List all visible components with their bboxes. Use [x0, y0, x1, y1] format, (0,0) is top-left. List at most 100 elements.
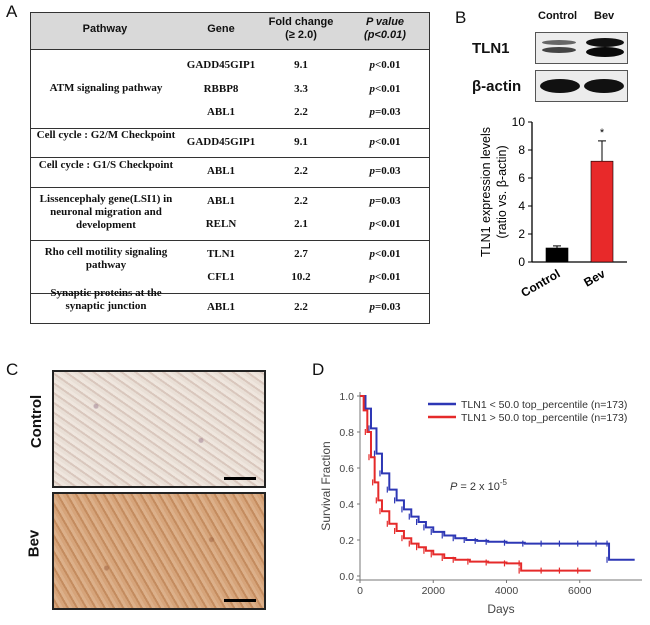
y-tick-label: 10	[512, 115, 526, 129]
table-cell-fold: 9.1	[294, 135, 308, 148]
survival-curve-low	[360, 395, 635, 561]
micro-label-bev: Bev	[25, 529, 43, 558]
panel-label-b: B	[455, 8, 467, 27]
table-cell-p: p=0.03	[369, 165, 401, 177]
y-tick-label: 8	[518, 143, 525, 157]
band-actin-bev	[584, 79, 624, 93]
blot-label-tln1: TLN1	[472, 40, 510, 57]
table-cell-gene: CFL1	[207, 271, 235, 283]
y-tick-label: 0.8	[339, 427, 354, 439]
header-pathway: Pathway	[82, 23, 128, 35]
blot-lane-bev: Bev	[594, 10, 615, 22]
table-cell-p: p<0.01	[369, 135, 401, 148]
table-header	[31, 13, 429, 50]
table-cell-gene: TLN1	[206, 247, 236, 260]
table-cell-gene: RELN	[205, 218, 237, 230]
header-p-value: P value (p<0.01)	[341, 16, 429, 42]
table-cell-fold: 2.1	[294, 218, 308, 230]
table-cell-p: p<0.01	[369, 271, 401, 283]
p-value-annotation: P = 2 x 10-5	[450, 478, 508, 493]
y-axis-label-line1: TLN1 expression levels	[479, 127, 493, 257]
x-tick-label: 6000	[568, 585, 592, 597]
table-cell-p: p=0.03	[369, 106, 401, 118]
table-cell-p: p<0.01	[369, 59, 401, 71]
y-tick-label: 0.2	[339, 535, 354, 547]
pathway-cell: Cell cycle : G1/S Checkpoint	[38, 158, 174, 171]
table-cell-gene: GADD45GIP1	[186, 59, 256, 71]
pathway-cell: Rho cell motility signaling pathway	[44, 246, 168, 271]
pathway-table: Pathway Gene Fold change (≥ 2.0) P value…	[30, 12, 430, 324]
y-axis-label-line2: (ratio vs. β-actin)	[495, 145, 509, 238]
survival-chart: 0.0 0.2 0.4 0.6 0.8 1.0 0 2000 4000 6000 Days Survi…	[319, 391, 642, 616]
band-tln1-bev-upper	[586, 38, 624, 47]
table-cell-fold: 10.2	[291, 271, 311, 283]
x-axis-label: Days	[487, 602, 514, 616]
blot-label-actin: β-actin	[472, 78, 522, 95]
scale-bar-control	[224, 477, 256, 480]
blot-actin	[535, 70, 628, 102]
panel-label-c: C	[6, 360, 19, 379]
header-pval-line1: P value	[365, 16, 405, 28]
micrograph-control	[52, 370, 266, 488]
y-tick-label: 0.4	[339, 499, 354, 511]
header-fold-change: Fold change (≥ 2.0)	[261, 16, 341, 42]
x-tick-label: 0	[357, 585, 363, 597]
pathway-cell: Cell cycle : G2/M Checkpoint	[36, 129, 176, 142]
p-value-letter: P	[450, 481, 458, 493]
table-cell-gene: ABL1	[206, 194, 236, 207]
bar-bev	[590, 160, 614, 263]
table-cell-fold: 2.2	[294, 194, 308, 207]
y-tick-label: 6	[518, 171, 525, 185]
legend-label: TLN1 > 50.0 top_percentile (n=173)	[461, 412, 627, 424]
band-tln1-control-upper	[542, 40, 576, 45]
pathway-cell: Synaptic proteins at the synaptic juncti…	[50, 287, 162, 313]
table-cell-fold: 2.7	[294, 247, 308, 260]
pathway-cell: ATM signaling pathway	[49, 82, 163, 95]
micro-label-control: Control	[28, 394, 46, 449]
y-tick-label: 0.6	[339, 463, 354, 475]
table-cell-gene: ABL1	[206, 106, 236, 118]
p-value-text: = 2 x 10	[457, 481, 500, 493]
x-tick-label: 4000	[495, 585, 519, 597]
y-tick-label: 0.0	[339, 571, 354, 583]
header-fold-line1: Fold change	[268, 16, 334, 28]
group-separator	[31, 292, 429, 294]
table-cell-gene: ABL1	[206, 165, 236, 177]
band-tln1-control-lower	[542, 47, 576, 53]
table-cell-p: p=0.03	[369, 194, 401, 207]
table-cell-gene: RBBP8	[203, 82, 239, 95]
band-tln1-bev-lower	[586, 47, 624, 57]
y-tick-label: 0	[518, 255, 525, 269]
y-axis-label: Survival Fraction	[319, 441, 333, 530]
table-cell-fold: 3.3	[294, 82, 308, 95]
table-cell-p: p<0.01	[369, 218, 401, 230]
y-tick-label: 4	[518, 199, 525, 213]
group-separator	[31, 186, 429, 188]
group-separator	[31, 239, 429, 241]
band-actin-control	[540, 79, 580, 93]
panel-label-d: D	[312, 360, 325, 379]
table-cell-p: p<0.01	[369, 247, 401, 260]
table-cell-gene: ABL1	[206, 300, 236, 313]
legend-label: TLN1 < 50.0 top_percentile (n=173)	[461, 399, 627, 411]
table-cell-fold: 2.2	[294, 300, 308, 313]
x-tick-label: 2000	[422, 585, 446, 597]
panel-label-a: A	[6, 2, 18, 21]
table-cell-fold: 2.2	[294, 106, 308, 118]
survival-curve-high	[360, 395, 591, 572]
pathway-cell: Lissencephaly gene(LSI1) in neuronal mig…	[39, 193, 173, 231]
significance-marker: *	[600, 127, 605, 139]
group-separator	[31, 127, 429, 129]
group-separator	[31, 157, 429, 158]
table-cell-p: p=0.03	[369, 300, 401, 313]
table-cell-fold: 2.2	[294, 165, 308, 177]
scale-bar-bev	[224, 599, 256, 602]
table-cell-p: p<0.01	[369, 82, 401, 95]
p-value-exponent: -5	[500, 478, 508, 487]
table-cell-fold: 9.1	[294, 59, 308, 71]
y-tick-label: 1.0	[339, 391, 354, 403]
x-tick-label: Bev	[581, 266, 607, 289]
y-tick-label: 2	[518, 227, 525, 241]
tln1-bar-chart: 0 2 4 6 8 10 Control Bev * TLN1 expression levels…	[479, 115, 627, 300]
header-pval-line2: (p<0.01)	[364, 29, 406, 41]
